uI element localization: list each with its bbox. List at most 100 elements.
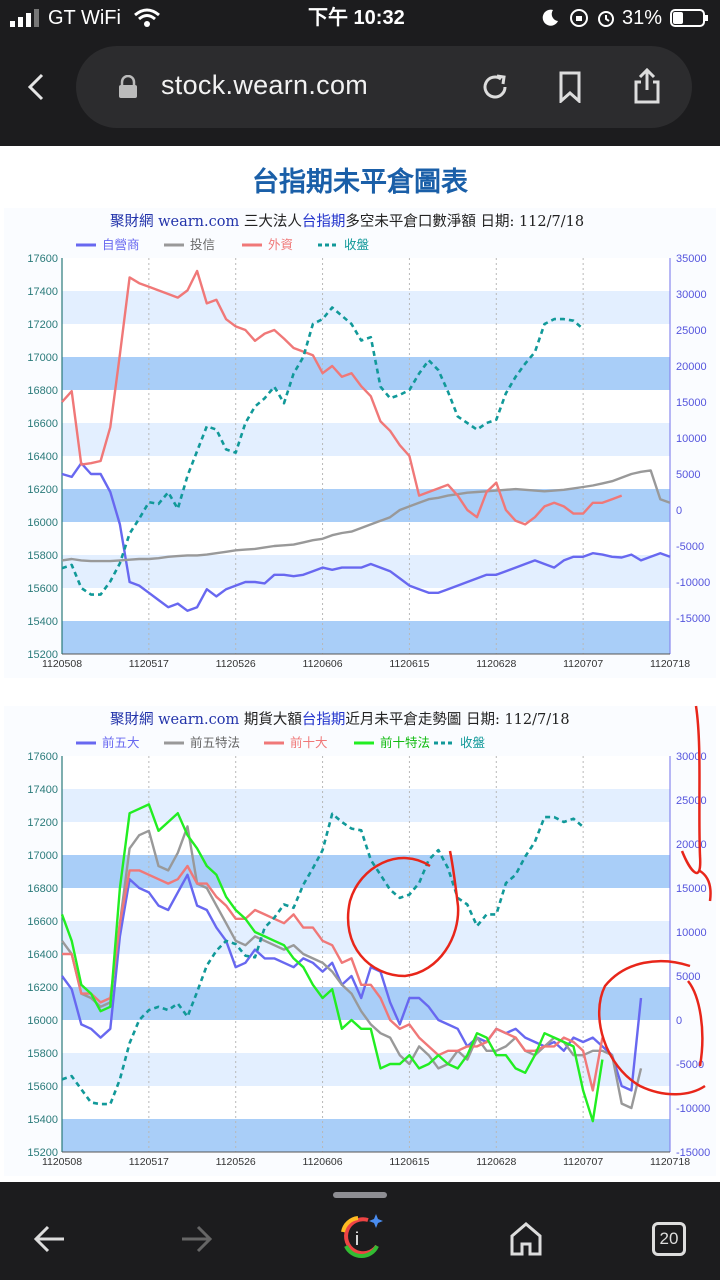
band xyxy=(62,921,670,954)
left-tick-label: 16800 xyxy=(27,385,58,397)
legend-label: 前五特法 xyxy=(190,735,240,750)
home-icon[interactable] xyxy=(506,1214,546,1264)
legend-label: 前十大 xyxy=(290,735,328,750)
right-tick-label: -15000 xyxy=(676,1147,710,1159)
right-tick-label: 15000 xyxy=(676,883,707,895)
band xyxy=(62,621,670,654)
series-line xyxy=(61,812,584,1106)
url-text[interactable]: stock.wearn.com xyxy=(161,70,369,100)
forward-icon[interactable] xyxy=(176,1214,216,1264)
chart-title-part: 日期: 112/7/18 xyxy=(461,711,569,728)
chart-title-part: 多空未平倉口數淨額 xyxy=(345,213,476,230)
right-tick-label: 10000 xyxy=(676,927,707,939)
right-tick-label: 5000 xyxy=(676,971,700,983)
chart-title-part: 近月未平倉走勢圖 xyxy=(345,711,461,728)
x-tick-label: 1120628 xyxy=(476,1156,516,1168)
left-tick-label: 16200 xyxy=(27,484,58,496)
series-line xyxy=(61,461,671,612)
band xyxy=(62,789,670,822)
x-tick-label: 1120517 xyxy=(129,1156,169,1168)
clock: 下午 10:32 xyxy=(308,7,405,29)
wifi-icon xyxy=(134,8,160,27)
back-nav-icon[interactable] xyxy=(30,1214,70,1264)
bookmark-icon[interactable] xyxy=(558,71,582,103)
x-tick-label: 1120606 xyxy=(303,658,343,670)
right-tick-label: 10000 xyxy=(676,433,707,445)
series-line xyxy=(62,864,604,1092)
x-tick-label: 1120628 xyxy=(476,658,516,670)
right-tick-label: 15000 xyxy=(676,397,707,409)
carrier-label: GT WiFi xyxy=(48,7,121,29)
band xyxy=(62,324,670,357)
series-line xyxy=(61,269,623,526)
band xyxy=(62,756,670,789)
sheet-handle[interactable] xyxy=(333,1192,387,1198)
left-tick-label: 16200 xyxy=(27,982,58,994)
right-tick-label: 20000 xyxy=(676,361,707,373)
chart-large-trader-oi: 15200 15400 15600 15800 16000 16200 16400 16600… xyxy=(4,706,716,1176)
left-tick-label: 16000 xyxy=(27,517,58,529)
band xyxy=(62,1119,670,1152)
moon-icon xyxy=(542,9,558,26)
x-tick-label: 1120517 xyxy=(129,658,169,670)
lens-icon[interactable]: i xyxy=(338,1212,384,1262)
band xyxy=(62,888,670,921)
right-tick-label: 0 xyxy=(676,1015,682,1027)
annotation-scribbles xyxy=(346,705,712,1096)
alarm-icon xyxy=(598,11,614,27)
chart-title-part: 聚財網 wearn.com xyxy=(110,213,244,230)
tabs-count: 20 xyxy=(659,1229,679,1248)
chart-institutional-oi: 15200 15400 15600 15800 16000 16200 16400 16600… xyxy=(4,208,716,678)
left-tick-label: 16400 xyxy=(27,451,58,463)
left-tick-label: 15400 xyxy=(27,1114,58,1126)
share-icon[interactable] xyxy=(632,68,662,104)
left-tick-label: 17200 xyxy=(27,817,58,829)
band xyxy=(62,588,670,621)
right-tick-label: -5000 xyxy=(676,1059,704,1071)
legend-label: 前五大 xyxy=(102,735,140,750)
reload-icon[interactable] xyxy=(480,72,510,102)
left-tick-label: 16400 xyxy=(27,949,58,961)
address-bar[interactable]: stock.wearn.com xyxy=(76,46,692,128)
series-line xyxy=(60,803,604,1123)
band xyxy=(62,987,670,1020)
left-tick-label: 17400 xyxy=(27,784,58,796)
series-line xyxy=(61,306,584,596)
right-tick-label: 35000 xyxy=(676,253,707,265)
page-title: 台指期未平倉圖表 xyxy=(252,167,468,197)
band xyxy=(62,1053,670,1086)
chart-title: 聚財網 wearn.com 期貨大額台指期近月未平倉走勢圖 日期: 112/7/… xyxy=(110,711,570,728)
band xyxy=(62,390,670,423)
chart-title-part: 日期: 112/7/18 xyxy=(476,213,584,230)
left-tick-label: 15800 xyxy=(27,1048,58,1060)
legend-label: 收盤 xyxy=(344,238,370,252)
left-tick-label: 15200 xyxy=(27,1147,58,1159)
x-tick-label: 1120615 xyxy=(389,1156,429,1168)
right-tick-label: 0 xyxy=(676,505,682,517)
right-tick-label: 25000 xyxy=(676,325,707,337)
tabs-button[interactable]: 20 xyxy=(652,1222,686,1256)
band xyxy=(62,423,670,456)
battery-percent: 31% xyxy=(622,7,663,29)
status-bar: GT WiFi 下午 10:32 31% xyxy=(0,0,720,36)
left-tick-label: 15600 xyxy=(27,1081,58,1093)
right-tick-label: 5000 xyxy=(676,469,700,481)
chart-title-part: 三大法人 xyxy=(244,213,302,230)
left-tick-label: 16000 xyxy=(27,1015,58,1027)
legend-label: 外資 xyxy=(268,238,293,252)
browser-toolbar: stock.wearn.com xyxy=(0,36,720,146)
back-icon[interactable] xyxy=(22,72,52,102)
legend-label: 自營商 xyxy=(102,237,140,252)
band xyxy=(62,291,670,324)
left-tick-label: 16800 xyxy=(27,883,58,895)
band xyxy=(62,555,670,588)
left-tick-label: 17000 xyxy=(27,352,58,364)
left-tick-label: 15400 xyxy=(27,616,58,628)
band xyxy=(62,522,670,555)
x-tick-label: 1120718 xyxy=(650,658,690,670)
left-tick-label: 16600 xyxy=(27,916,58,928)
left-tick-label: 15800 xyxy=(27,550,58,562)
x-tick-label: 1120707 xyxy=(563,1156,603,1168)
chart-title: 聚財網 wearn.com 三大法人台指期多空未平倉口數淨額 日期: 112/7… xyxy=(110,213,584,230)
x-tick-label: 1120606 xyxy=(303,1156,343,1168)
